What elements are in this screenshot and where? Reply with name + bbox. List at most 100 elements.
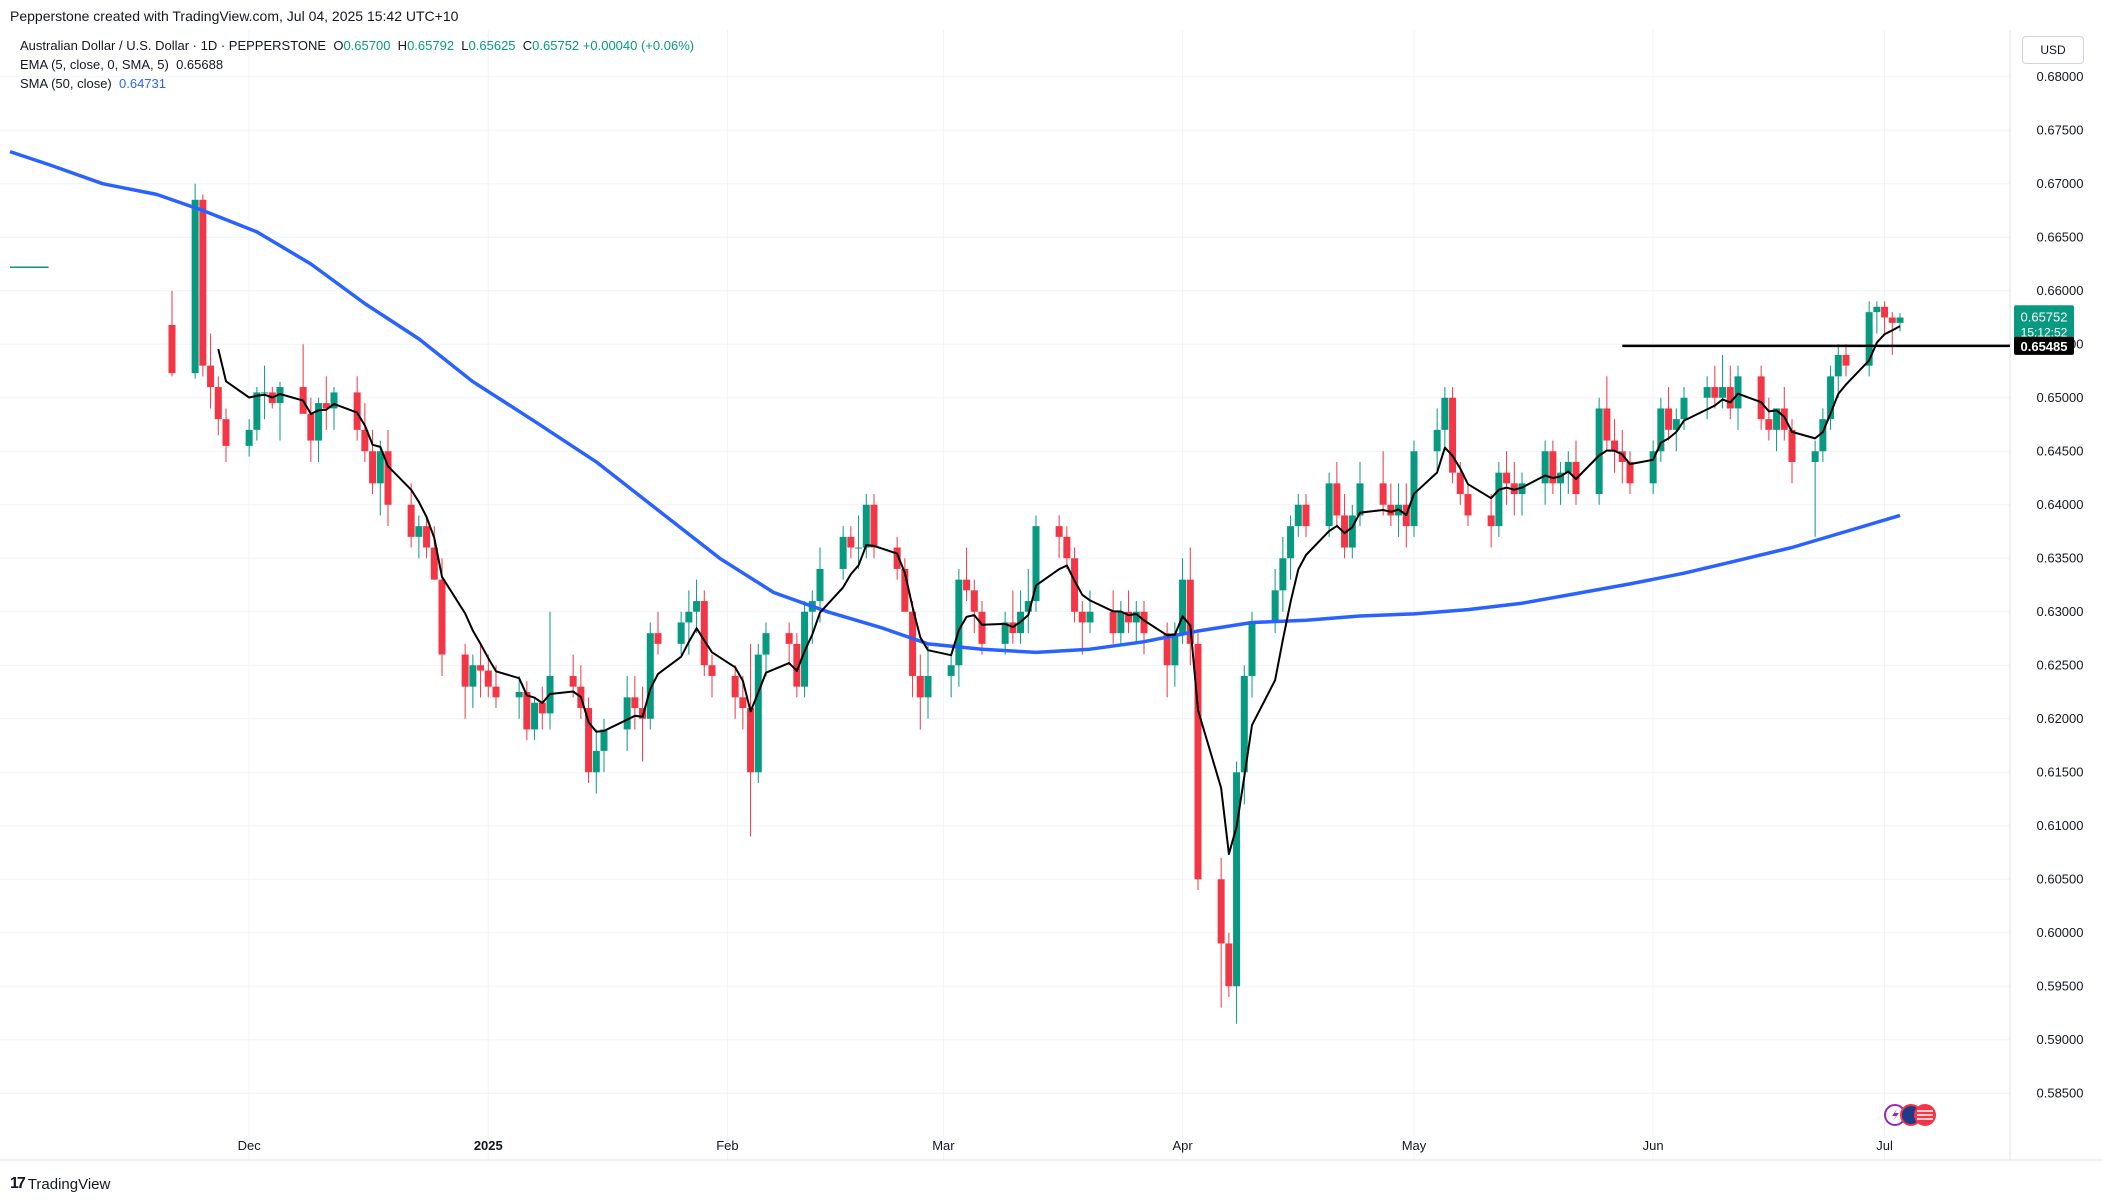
line-price-tag	[2014, 336, 2074, 355]
time-tick-label: Dec	[238, 1138, 262, 1153]
symbol-name: Australian Dollar / U.S. Dollar · 1D · P…	[20, 38, 327, 53]
candle-body	[330, 392, 338, 409]
candle-body	[1564, 461, 1572, 473]
sma-value: 0.64731	[119, 76, 166, 91]
candle-body	[1024, 601, 1032, 612]
price-tick-label: 0.58500	[2037, 1085, 2084, 1100]
candle-body	[1240, 675, 1248, 773]
time-tick-label: Jun	[1643, 1138, 1664, 1153]
candle-body	[1788, 429, 1796, 462]
candle-body	[1726, 387, 1734, 409]
candle-body	[214, 387, 222, 420]
tradingview-brand: TradingView	[27, 1175, 111, 1193]
change-value: +0.00040 (+0.06%)	[582, 38, 695, 53]
event-icons[interactable]	[1884, 1104, 1936, 1126]
price-tick-label: 0.63000	[2037, 604, 2084, 619]
candle-body	[438, 579, 446, 655]
candle-body	[1557, 472, 1565, 484]
price-tick-label: 0.68000	[2037, 69, 2084, 84]
candle-body	[1287, 526, 1295, 559]
candle-body	[1233, 772, 1241, 987]
candle-body	[1063, 536, 1071, 559]
candle-body	[1827, 376, 1835, 420]
time-axis[interactable]: Dec 2025 Feb Mar Apr May Jun Jul	[238, 1138, 1893, 1153]
candle-body	[415, 526, 423, 537]
candle-body	[484, 670, 492, 687]
candle-body	[747, 708, 755, 773]
candle-body	[955, 579, 963, 666]
candle-body	[1503, 472, 1511, 484]
price-axis[interactable]: 0.680000.675000.670000.665000.660000.655…	[2037, 69, 2084, 1101]
candle-body	[1132, 611, 1140, 623]
price-tick-label: 0.64500	[2037, 443, 2084, 458]
legend-symbol-row[interactable]: Australian Dollar / U.S. Dollar · 1D · P…	[20, 38, 695, 53]
flash-bolt-icon	[1892, 1109, 1899, 1121]
candle-body	[207, 365, 215, 388]
candle-body	[1896, 317, 1904, 323]
legend-ema-row[interactable]: EMA (5, close, 0, SMA, 5) 0.65688	[20, 57, 223, 72]
candle-body	[1302, 504, 1310, 527]
candle-body	[1078, 611, 1086, 623]
ema-value: 0.65688	[176, 57, 224, 72]
candle-body	[1873, 306, 1881, 313]
candle-body	[1603, 408, 1611, 441]
candle-body	[1271, 590, 1279, 623]
candle-body	[1449, 397, 1457, 473]
candle-body	[901, 568, 909, 612]
candle-body	[1456, 472, 1464, 495]
candle-body	[315, 403, 323, 441]
candle-body	[430, 547, 438, 580]
candle-body	[708, 665, 716, 676]
legend-sma-row[interactable]: SMA (50, close) 0.64731	[20, 76, 166, 91]
candle-body	[1464, 494, 1472, 516]
candle-body	[1248, 622, 1256, 676]
candle-body	[1518, 483, 1526, 495]
candle-body	[1672, 419, 1680, 430]
candle-body	[893, 547, 901, 569]
candle-body	[1109, 611, 1117, 634]
candle-body	[1881, 306, 1889, 318]
candle-body	[1649, 451, 1657, 484]
candle-body	[623, 697, 631, 730]
candle-body	[1834, 354, 1842, 377]
close-value: 0.65752	[532, 38, 580, 53]
candle-body	[700, 601, 708, 666]
low-value: 0.65625	[468, 38, 516, 53]
ema-line	[217, 325, 1901, 855]
candle-body	[677, 622, 685, 644]
tradingview-logo[interactable]: 17 TradingView	[10, 1175, 110, 1193]
candle-body	[1140, 611, 1148, 634]
candle-body	[1225, 943, 1233, 987]
candle-body	[253, 392, 261, 430]
candle-body	[1441, 397, 1449, 430]
price-tick-label: 0.62000	[2037, 711, 2084, 726]
currency-button[interactable]: USD	[2022, 36, 2084, 64]
candle-body	[1217, 879, 1225, 944]
price-tick-label: 0.61500	[2037, 764, 2084, 779]
candle-body	[1595, 408, 1603, 495]
candle-body	[909, 611, 917, 676]
candle-body	[1757, 376, 1765, 420]
candle-body	[1549, 451, 1557, 484]
candle-body	[1703, 387, 1711, 398]
candle-body	[731, 675, 739, 698]
candle-body	[785, 633, 793, 644]
candle-body	[1279, 558, 1287, 591]
price-tick-label: 0.65000	[2037, 390, 2084, 405]
candle-body	[1379, 483, 1387, 505]
price-tick-label: 0.66000	[2037, 283, 2084, 298]
tradingview-logo-icon: 17	[10, 1175, 26, 1192]
bar-countdown: 15:12:52	[2021, 325, 2068, 339]
candle-body	[1055, 526, 1063, 537]
candle-body	[1032, 526, 1040, 602]
chart-attribution: Pepperstone created with TradingView.com…	[10, 8, 459, 24]
candle-body	[199, 199, 207, 366]
candle-body	[870, 504, 878, 548]
candle-body	[1333, 483, 1341, 516]
candle-body	[762, 633, 770, 655]
candle-body	[1711, 387, 1719, 398]
candle-body	[963, 579, 971, 591]
candle-body	[839, 536, 847, 569]
